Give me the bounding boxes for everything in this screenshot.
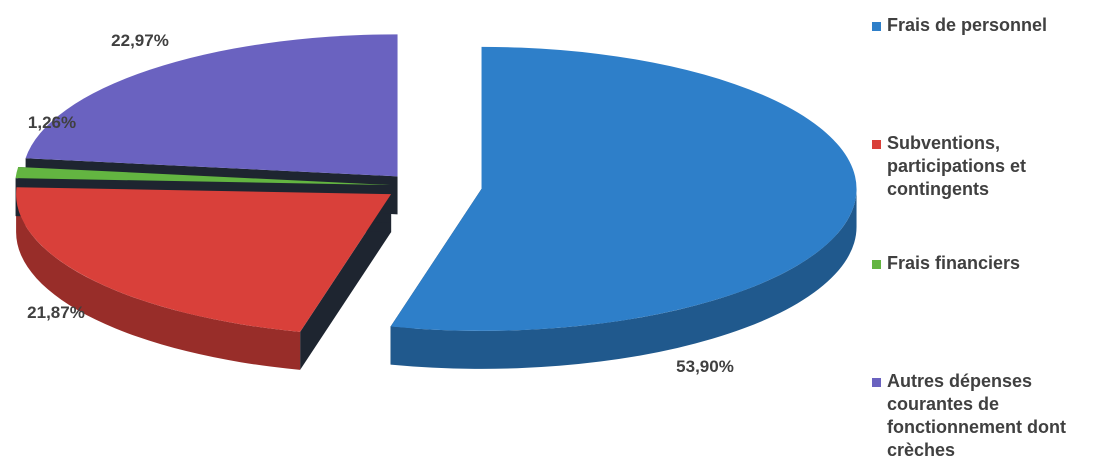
legend-item-frais-de-personnel: Frais de personnel [872,14,1077,37]
legend-label: Subventions, participations et contingen… [887,133,1027,199]
slice-side [16,194,301,370]
pie-slice [25,34,398,177]
pie-slice [16,187,392,332]
legend-item-subventions: Subventions, participations et contingen… [872,132,1077,201]
legend-label: Frais financiers [887,253,1021,273]
data-label: 1,26% [28,113,76,132]
legend-swatch [872,260,881,269]
data-label: 21,87% [27,303,85,322]
slice-side [390,188,857,369]
legend-label: Autres dépenses courantes de fonctionnem… [887,371,1066,460]
data-label: 53,90% [676,357,734,376]
legend-swatch [872,140,881,149]
data-label: 22,97% [111,31,169,50]
pie-tops [15,34,857,332]
legend-swatch [872,22,881,31]
slice-wall [300,194,392,370]
pie-slice [15,166,391,186]
legend-swatch [872,378,881,387]
legend-label: Frais de personnel [887,15,1048,35]
legend-item-frais-financiers: Frais financiers [872,252,1077,275]
legend-item-autres-depenses: Autres dépenses courantes de fonctionnem… [872,370,1077,462]
pie-slice [390,46,857,331]
